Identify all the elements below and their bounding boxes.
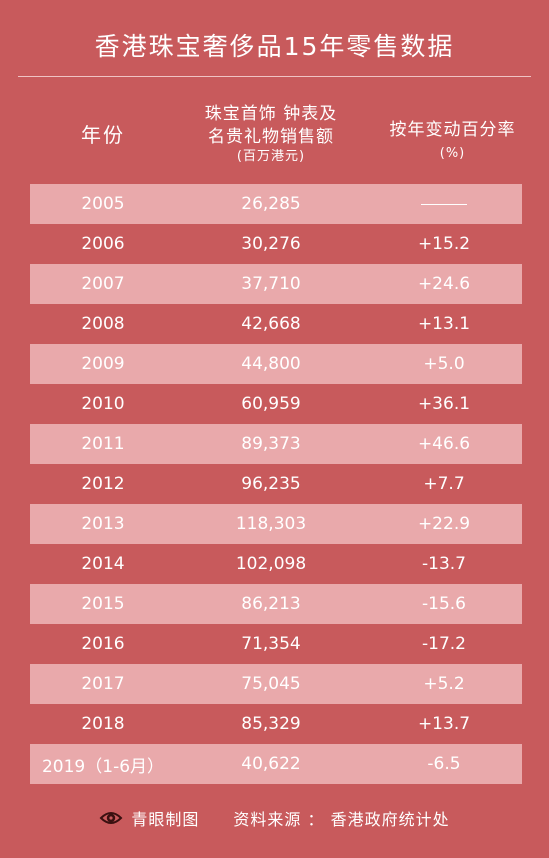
sales-value-cell: 86,213	[241, 594, 301, 614]
table-row: 2012 96,235 +7.7	[30, 464, 522, 504]
table-row: 2005 26,285	[30, 184, 522, 224]
column-header-sales: 珠宝首饰 钟表及 名贵礼物销售额 (百万港元)	[176, 103, 366, 165]
change-cell: +36.1	[417, 394, 471, 414]
year-cell: 2006	[81, 234, 125, 254]
sales-value-cell: 44,800	[241, 354, 301, 374]
table-row: 2009 44,800 +5.0	[30, 344, 522, 384]
sales-value-cell: 96,235	[241, 474, 301, 494]
year-cell: 2012	[81, 474, 125, 494]
year-cell: 2008	[81, 314, 125, 334]
table-row: 2007 37,710 +24.6	[30, 264, 522, 304]
change-cell: +5.0	[423, 354, 465, 374]
change-cell: +5.2	[423, 674, 465, 694]
table-row: 2016 71,354 -17.2	[30, 624, 522, 664]
column-header-year: 年份	[81, 123, 125, 147]
change-cell: -13.7	[422, 554, 466, 574]
year-cell: 2019（1-6月）	[41, 756, 165, 777]
eye-logo-icon	[99, 812, 123, 824]
column-header-sales-line-2: 名贵礼物销售额	[208, 127, 334, 147]
change-cell: -6.5	[427, 754, 461, 774]
column-header-change-label: 按年变动百分率	[389, 120, 516, 140]
column-header-sales-unit: (百万港元)	[236, 149, 306, 164]
table-row: 2018 85,329 +13.7	[30, 704, 522, 744]
year-cell: 2017	[81, 674, 125, 694]
change-cell: -17.2	[422, 634, 466, 654]
chart-title: 香港珠宝奢侈品15年零售数据	[94, 32, 455, 61]
sales-value-cell: 60,959	[241, 394, 301, 414]
footer: 青眼制图 资料来源 ： 香港政府统计处	[0, 806, 549, 830]
table-row: 2006 30,276 +15.2	[30, 224, 522, 264]
table-row: 2010 60,959 +36.1	[30, 384, 522, 424]
year-cell: 2013	[81, 514, 125, 534]
sales-value-cell: 75,045	[241, 674, 301, 694]
change-cell: -15.6	[422, 594, 466, 614]
change-cell: +7.7	[423, 474, 465, 494]
table-row: 2014 102,098 -13.7	[30, 544, 522, 584]
change-cell: +15.2	[417, 234, 471, 254]
year-cell: 2010	[81, 394, 125, 414]
sales-value-cell: 40,622	[241, 754, 301, 774]
change-cell: +13.7	[417, 714, 471, 734]
sales-value-cell: 118,303	[235, 514, 307, 534]
sales-value-cell: 89,373	[241, 434, 301, 454]
data-table: 2005 26,285 2006 30,276 +15.2 2007 37,710 +24.6…	[30, 184, 522, 784]
sales-value-cell: 37,710	[241, 274, 301, 294]
sales-value-cell: 26,285	[241, 194, 301, 214]
table-row: 2011 89,373 +46.6	[30, 424, 522, 464]
year-cell: 2009	[81, 354, 125, 374]
no-change-dash	[421, 203, 467, 205]
column-header-change: 按年变动百分率 (%)	[366, 119, 539, 165]
change-cell: +22.9	[417, 514, 471, 534]
change-cell: +13.1	[417, 314, 471, 334]
table-row: 2015 86,213 -15.6	[30, 584, 522, 624]
sales-value-cell: 85,329	[241, 714, 301, 734]
footer-brand: 青眼制图	[131, 810, 200, 829]
sales-value-cell: 71,354	[241, 634, 301, 654]
table-row: 2013 118,303 +22.9	[30, 504, 522, 544]
year-cell: 2016	[81, 634, 125, 654]
sales-value-cell: 102,098	[235, 554, 307, 574]
change-cell: +46.6	[417, 434, 471, 454]
table-row: 2008 42,668 +13.1	[30, 304, 522, 344]
year-cell: 2007	[81, 274, 125, 294]
column-header-sales-line-1: 珠宝首饰 钟表及	[204, 104, 338, 124]
year-cell: 2005	[81, 194, 125, 214]
year-cell: 2018	[81, 714, 125, 734]
title-divider	[18, 76, 531, 77]
footer-source: 资料来源 ： 香港政府统计处	[233, 810, 450, 829]
sales-value-cell: 30,276	[241, 234, 301, 254]
column-header-change-unit: (%)	[439, 146, 466, 161]
year-cell: 2015	[81, 594, 125, 614]
sales-value-cell: 42,668	[241, 314, 301, 334]
year-cell: 2014	[81, 554, 125, 574]
table-row: 2019（1-6月） 40,622 -6.5	[30, 744, 522, 784]
change-cell: +24.6	[417, 274, 471, 294]
change-cell	[366, 194, 522, 214]
year-cell: 2011	[81, 434, 125, 454]
table-row: 2017 75,045 +5.2	[30, 664, 522, 704]
